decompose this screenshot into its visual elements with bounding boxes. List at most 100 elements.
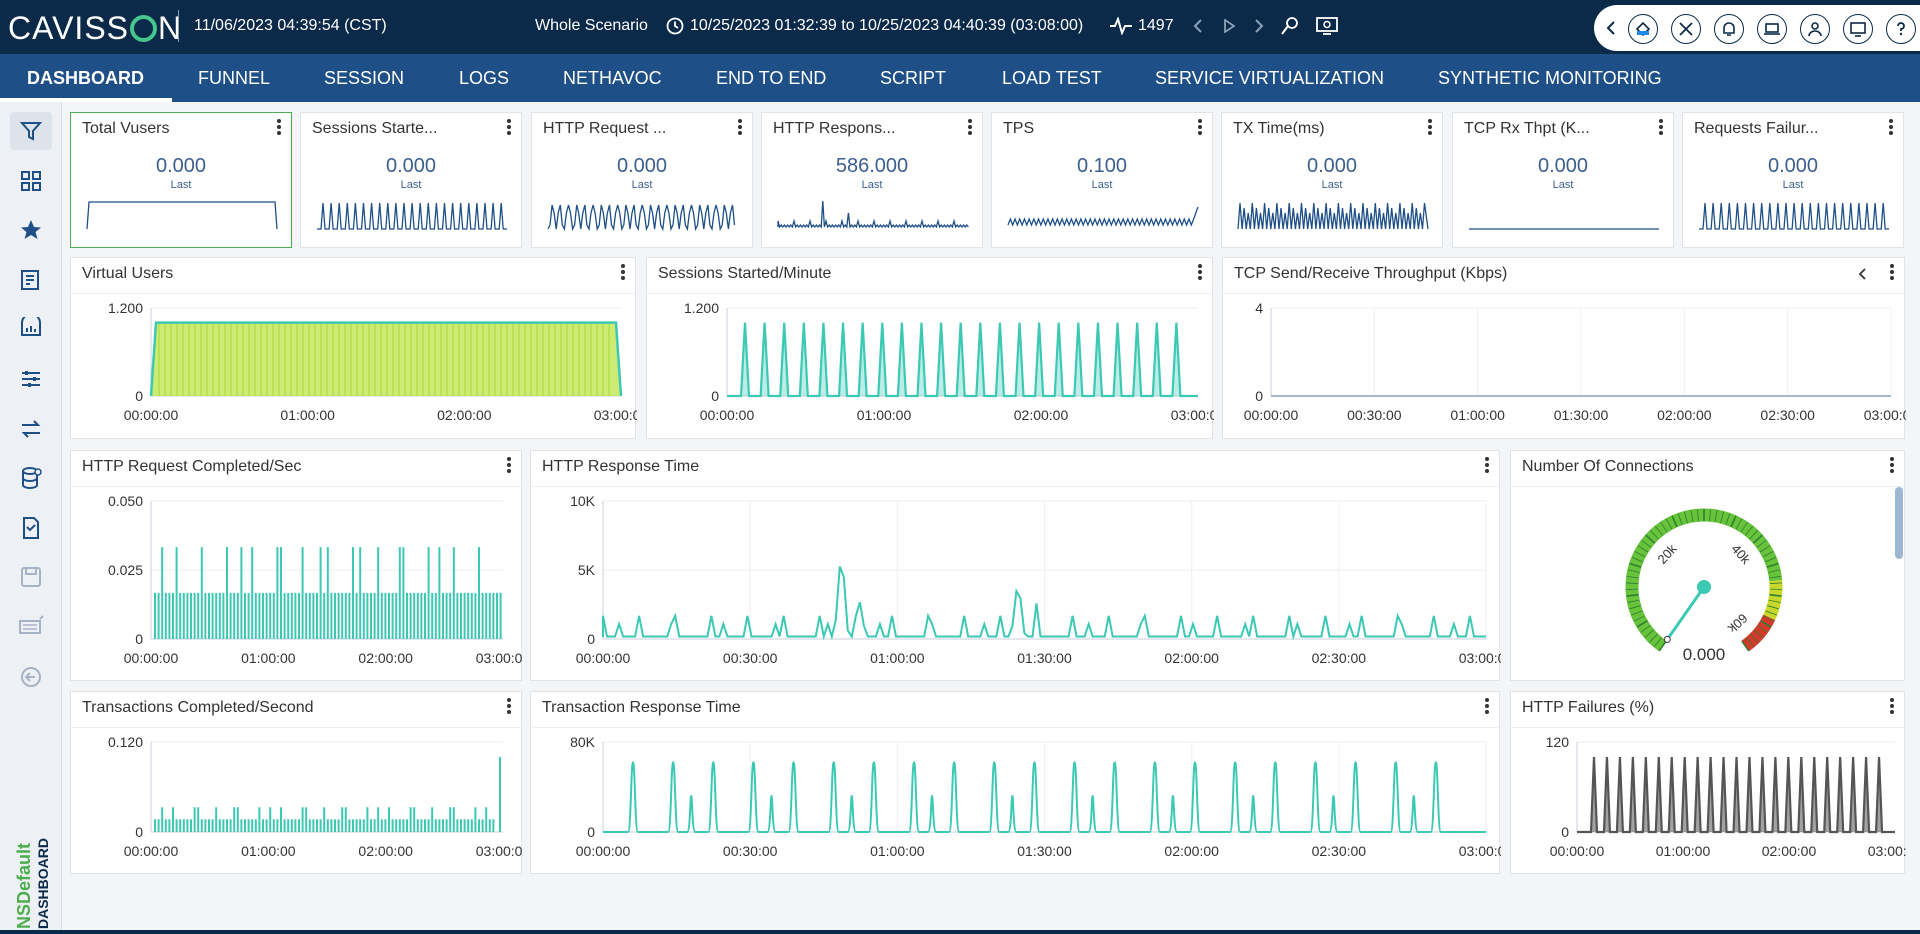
panel-virtual-users[interactable]: Virtual Users 1.200 0 00:00:00 01:00:00 02:0… bbox=[70, 257, 637, 439]
more-vert-icon[interactable] bbox=[1483, 457, 1491, 475]
pulse-icon bbox=[1110, 15, 1132, 37]
kpi-sparkline bbox=[777, 200, 969, 229]
panel-http-response-time[interactable]: HTTP Response Time 10K 5K 0 00:00:00 00:30:0… bbox=[530, 450, 1501, 681]
x-tick-label: 01:00:00 bbox=[857, 407, 912, 423]
kpi-sparkline-path bbox=[777, 200, 969, 229]
kpi-card[interactable]: TCP Rx Thpt (K... 0.000 Last bbox=[1452, 112, 1674, 248]
kpi-sub: Last bbox=[1552, 179, 1574, 191]
filter-icon[interactable] bbox=[16, 116, 46, 146]
gauge-tick bbox=[1650, 530, 1659, 540]
gauge-needle-tip bbox=[1663, 635, 1671, 643]
nav-load-test[interactable]: LOAD TEST bbox=[1002, 68, 1102, 88]
kpi-card[interactable]: Total Vusers 0.000 Last bbox=[70, 112, 292, 248]
panel-title: HTTP Request Completed/Sec bbox=[82, 458, 302, 475]
back-icon[interactable] bbox=[16, 662, 46, 692]
more-vert-icon[interactable] bbox=[1888, 264, 1896, 282]
kpi-card[interactable]: HTTP Request ... 0.000 Last bbox=[531, 112, 753, 248]
gauge-tick bbox=[1626, 582, 1639, 584]
kpi-card[interactable]: TPS 0.100 Last bbox=[991, 112, 1213, 248]
more-vert-icon[interactable] bbox=[505, 698, 513, 716]
dashboard-name: NSDefault bbox=[14, 842, 34, 929]
more-vert-icon[interactable] bbox=[619, 264, 627, 282]
kpi-card[interactable]: TX Time(ms) 0.000 Last bbox=[1221, 112, 1443, 248]
panel-title: Sessions Started/Minute bbox=[658, 265, 832, 282]
nav-service-virtualization[interactable]: SERVICE VIRTUALIZATION bbox=[1155, 68, 1385, 88]
laptop-icon[interactable] bbox=[1757, 14, 1787, 44]
y-tick-label: 0 bbox=[135, 388, 143, 404]
screen-icon[interactable] bbox=[1843, 14, 1873, 44]
gauge-tick bbox=[1626, 575, 1639, 579]
nav-script[interactable]: SCRIPT bbox=[880, 68, 947, 88]
nav-synthetic-monitoring[interactable]: SYNTHETIC MONITORING bbox=[1438, 68, 1662, 88]
tune-icon[interactable] bbox=[16, 364, 46, 394]
more-vert-icon[interactable] bbox=[1657, 119, 1665, 137]
nav-dashboard[interactable]: DASHBOARD bbox=[27, 68, 144, 88]
collapse-chevron-icon[interactable] bbox=[1606, 20, 1616, 41]
more-vert-icon[interactable] bbox=[1196, 264, 1204, 282]
star-icon[interactable] bbox=[16, 215, 46, 245]
more-vert-icon[interactable] bbox=[1888, 698, 1896, 716]
chevron-left-icon[interactable] bbox=[1190, 15, 1206, 37]
kpi-sparkline-path bbox=[317, 202, 507, 230]
more-vert-icon[interactable] bbox=[736, 119, 744, 137]
nav-end-to-end[interactable]: END TO END bbox=[716, 68, 827, 88]
panel-http-failures[interactable]: HTTP Failures (%) 120 0 00:00:00 01:00:00 02… bbox=[1510, 691, 1906, 874]
kpi-card[interactable]: HTTP Respons... 586.000 Last bbox=[761, 112, 983, 248]
layout-icon[interactable] bbox=[16, 166, 46, 196]
kpi-sub: Last bbox=[1782, 179, 1804, 191]
panel-http-request-completed[interactable]: HTTP Request Completed/Sec 0.050 0.025 0 00… bbox=[70, 450, 523, 681]
gauge-value: 0.000 bbox=[1683, 645, 1726, 664]
toolbar-pill bbox=[1594, 5, 1920, 51]
kpi-sparkline-path bbox=[547, 204, 736, 232]
more-vert-icon[interactable] bbox=[966, 119, 974, 137]
scenario-label[interactable]: Whole Scenario bbox=[535, 17, 648, 34]
kpi-value: 0.000 bbox=[1306, 155, 1358, 177]
kpi-card[interactable]: Sessions Starte... 0.000 Last bbox=[300, 112, 522, 248]
exchange-icon[interactable] bbox=[16, 414, 46, 444]
more-vert-icon[interactable] bbox=[505, 119, 513, 137]
monitor-dollar-icon[interactable] bbox=[1314, 15, 1340, 37]
tools-icon[interactable] bbox=[1671, 14, 1701, 44]
panel-scrollbar[interactable] bbox=[1895, 487, 1903, 559]
user-icon[interactable] bbox=[1800, 14, 1830, 44]
play-icon[interactable] bbox=[1221, 15, 1237, 37]
database-icon[interactable] bbox=[16, 463, 46, 493]
more-vert-icon[interactable] bbox=[505, 457, 513, 475]
series-line bbox=[1577, 756, 1895, 834]
kpi-card[interactable]: Requests Failur... 0.000 Last bbox=[1682, 112, 1904, 248]
nav-session[interactable]: SESSION bbox=[324, 68, 405, 88]
y-tick-label: 0 bbox=[711, 388, 719, 404]
theme-icon[interactable] bbox=[1628, 14, 1658, 44]
gauge-tick bbox=[1749, 530, 1758, 540]
panel-transactions-completed[interactable]: Transactions Completed/Second 0.120 0 00:0… bbox=[70, 691, 523, 874]
more-vert-icon[interactable] bbox=[275, 119, 283, 137]
pin-settings-icon[interactable] bbox=[1278, 15, 1302, 37]
nav-nethavoc[interactable]: NETHAVOC bbox=[563, 68, 662, 88]
bell-icon[interactable] bbox=[1714, 14, 1744, 44]
gauge-tick bbox=[1684, 511, 1688, 524]
more-vert-icon[interactable] bbox=[1483, 698, 1491, 716]
gauge-tick bbox=[1633, 615, 1645, 622]
panel-connections[interactable]: Number Of Connections 20k 40k 60k 0.000 bbox=[1510, 450, 1905, 681]
kpi-sub: Last bbox=[1321, 179, 1343, 191]
report-icon[interactable] bbox=[16, 265, 46, 295]
help-icon[interactable] bbox=[1886, 14, 1916, 44]
gauge-tick bbox=[1641, 539, 1652, 548]
chevron-right-icon[interactable] bbox=[1251, 15, 1267, 37]
time-range[interactable]: 10/25/2023 01:32:39 to 10/25/2023 04:40:… bbox=[690, 17, 1084, 34]
nav-logs[interactable]: LOGS bbox=[459, 68, 510, 88]
panel-tcp-throughput[interactable]: TCP Send/Receive Throughput (Kbps) 4 0 00:… bbox=[1222, 257, 1906, 439]
analytics-icon[interactable] bbox=[16, 314, 46, 344]
nav-funnel[interactable]: FUNNEL bbox=[198, 68, 271, 88]
x-tick-label: 02:00:00 bbox=[358, 843, 413, 859]
gauge-tick bbox=[1627, 569, 1640, 573]
chevron-left-icon[interactable] bbox=[1858, 267, 1868, 286]
document-icon[interactable] bbox=[16, 513, 46, 543]
gauge-tick bbox=[1767, 605, 1779, 610]
panel-transaction-response-time[interactable]: Transaction Response Time 80K 0 00:00:00 00… bbox=[530, 691, 1501, 874]
more-vert-icon[interactable] bbox=[1887, 119, 1895, 137]
more-vert-icon[interactable] bbox=[1888, 457, 1896, 475]
panel-sessions-started[interactable]: Sessions Started/Minute 1.200 0 00:00:00 01… bbox=[646, 257, 1214, 439]
more-vert-icon[interactable] bbox=[1196, 119, 1204, 137]
more-vert-icon[interactable] bbox=[1426, 119, 1434, 137]
